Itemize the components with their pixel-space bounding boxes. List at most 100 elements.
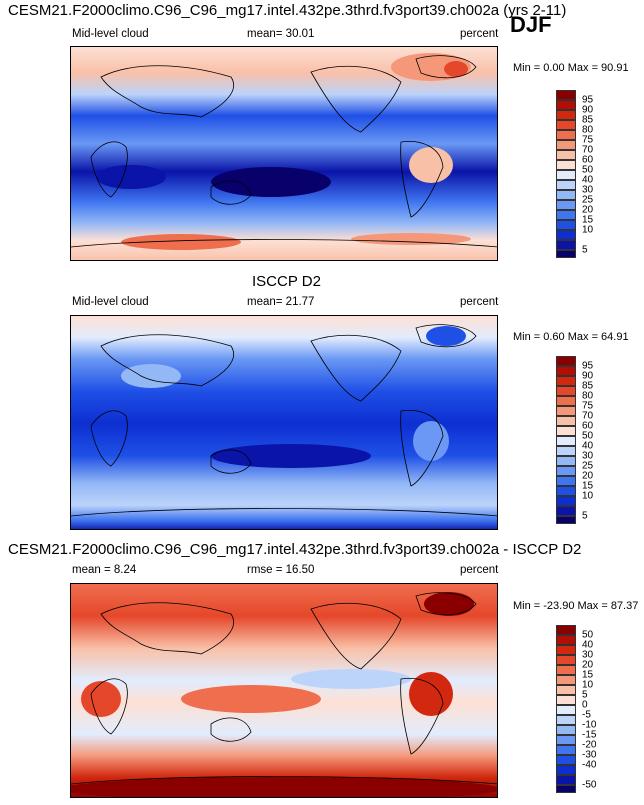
panel2-australia-outline [210,449,252,474]
panel3-cbar-label: -50 [582,779,597,791]
panel3-units-label: percent [460,564,499,576]
panel2-cbar-swatch [556,406,576,416]
panel1-cbar-swatch [556,190,576,200]
panel3-title: CESM21.F2000climo.C96_C96_mg17.intel.432… [8,541,582,558]
panel2-cbar-swatch [556,466,576,476]
panel1-cbar-label: 25 [582,194,594,206]
panel3-cbar-label: -10 [582,719,597,731]
panel3-cbar-swatch [556,635,576,645]
panel1-africa-outline [90,141,128,198]
panel2-cbar-label: 15 [582,480,594,492]
panel1-cbar-swatch [556,170,576,180]
panel3-coastlines [71,592,497,785]
panel2-cbar-swatch [556,506,576,516]
panel2-cbar-label: 5 [582,510,588,522]
panel3-rmse-label: rmse = 16.50 [247,564,315,576]
panel3-cbar-swatch [556,735,576,745]
panel3-anomaly-southern-ocean [71,777,497,797]
panel1-anomaly-pacific-dry [211,167,331,197]
panel1-anomaly-samerica [409,147,453,183]
panel3-cbar-swatch [556,675,576,685]
panel3-anomaly-maritime [181,685,321,713]
panel1-cbar-label: 90 [582,104,594,116]
panel3-cbar-swatch [556,745,576,755]
panel1-cbar-swatch [556,150,576,160]
panel1-australia-outline [210,180,252,205]
panel2-cbar-swatch [556,496,576,506]
panel1-cbar-label: 30 [582,184,594,196]
panel3-colorbar: 50 40 30 20 15 10 5 0 -5 -10 -15 -20 -30… [556,625,596,793]
panel3-minmax-label: Min = -23.90 Max = 87.37 [513,600,639,612]
panel3-cbar-label: -30 [582,749,597,761]
panel3-cbar-label: 30 [582,649,594,661]
panel1-cbar-swatch [556,110,576,120]
panel3-cbar-label: -5 [582,709,591,721]
panel2-minmax-label: Min = 0.60 Max = 64.91 [513,331,629,343]
panel3-antarctica-outline [71,776,497,785]
panel2-cbar-label: 95 [582,360,594,372]
panel3-cbar-swatch [556,715,576,725]
panel2-cbar-label: 25 [582,460,594,472]
panel1-cbar-label: 80 [582,124,594,136]
panel2-cbar-swatch [556,476,576,486]
panel3-cbar-swatch [556,655,576,665]
panel2-cbar-swatch [556,436,576,446]
panel1-cbar-swatch [556,100,576,110]
panel2-cbar-label: 75 [582,400,594,412]
panel3-anomaly-africa [81,681,121,717]
panel1-cbar-label: 20 [582,204,594,216]
panel2-namerica-outline [310,334,402,402]
panel2-cbar-swatch [556,456,576,466]
panel3-cbar-label: -40 [582,759,597,771]
panel1-antarctica-outline [71,239,497,248]
panel3-cbar-label: 10 [582,679,594,691]
panel3-cbar-swatch [556,645,576,655]
panel2-samerica-outline [400,409,444,487]
panel2-map [70,315,498,530]
panel3-cbar-label: 50 [582,629,594,641]
panel2-variable-label: Mid-level cloud [72,296,149,308]
panel1-coastlines [71,55,497,248]
panel2-cbar-label: 30 [582,450,594,462]
panel2-anomaly-asia [121,364,181,388]
panel2-cbar-label: 70 [582,410,594,422]
panel3-mean-label: mean = 8.24 [72,564,137,576]
panel2-cbar-swatch [556,396,576,406]
panel2-cbar-label: 80 [582,390,594,402]
panel3-samerica-outline [400,677,444,755]
panel1-anomaly-southern-ocean-east [351,233,471,245]
panel3-anomaly-samerica [409,672,453,716]
panel1-mean-label: mean= 30.01 [247,28,315,40]
panel1-cbar-label: 10 [582,224,594,236]
panel2-greenland-outline [415,324,477,348]
panel3-greenland-outline [415,592,477,616]
panel1-cbar-label: 70 [582,144,594,156]
panel1-cbar-swatch [556,90,576,100]
panel2-cbar-swatch [556,386,576,396]
panel2-cbar-label: 60 [582,420,594,432]
panel3-cbar-swatch [556,725,576,735]
panel1-eurasia-outline [100,65,234,118]
panel1-title: CESM21.F2000climo.C96_C96_mg17.intel.432… [8,2,567,19]
panel3-cbar-swatch [556,775,576,785]
panel1-minmax-label: Min = 0.00 Max = 90.91 [513,62,629,74]
panel3-cbar-label: 5 [582,689,588,701]
panel1-cbar-swatch [556,250,576,258]
panel2-cbar-label: 20 [582,470,594,482]
panel3-africa-outline [90,678,128,735]
panel2-africa-outline [90,410,128,467]
panel2-anomaly-pacific-dry [211,444,371,468]
panel2-colorbar: 95 90 85 80 75 70 60 50 40 30 25 20 15 1… [556,356,593,524]
panel1-greenland-outline [415,55,477,79]
panel2-title: ISCCP D2 [252,273,321,290]
panel3-cbar-label: 0 [582,699,588,711]
panel2-coastlines [71,324,497,517]
panel2-antarctica-outline [71,508,497,517]
panel2-cbar-swatch [556,446,576,456]
panel1-cbar-label: 5 [582,244,588,256]
panel1-cbar-swatch [556,120,576,130]
panel2-eurasia-outline [100,334,234,387]
panel1-cbar-swatch [556,210,576,220]
panel2-cbar-swatch [556,366,576,376]
panel3-namerica-outline [310,602,402,670]
